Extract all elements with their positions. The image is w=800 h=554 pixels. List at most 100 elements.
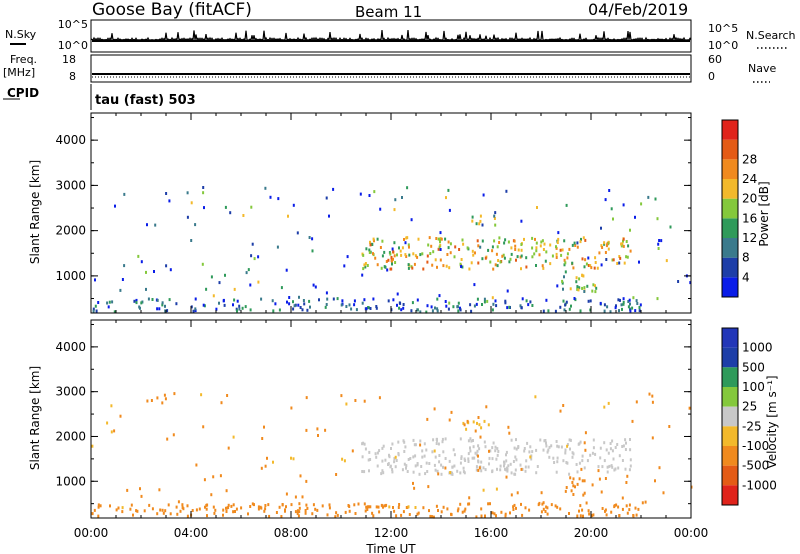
heatmap-cell <box>161 301 164 305</box>
heatmap-cell <box>609 442 612 445</box>
heatmap-cell <box>586 459 589 463</box>
heatmap-cell <box>398 306 401 310</box>
heatmap-cell <box>540 240 543 244</box>
heatmap-cell <box>523 447 526 450</box>
heatmap-cell <box>168 199 171 203</box>
heatmap-cell <box>412 470 415 474</box>
heatmap-cell <box>117 506 120 510</box>
heatmap-cell <box>474 429 477 433</box>
colorbar-segment <box>722 465 738 486</box>
heatmap-cell <box>544 259 547 263</box>
heatmap-cell <box>603 441 606 445</box>
heatmap-cell <box>483 300 486 304</box>
heatmap-cell <box>604 508 607 512</box>
heatmap-cell <box>629 448 632 452</box>
heatmap-cell <box>467 439 470 443</box>
heatmap-cell <box>442 450 445 454</box>
heatmap-cell <box>301 308 304 312</box>
heatmap-cell <box>306 506 309 510</box>
heatmap-cell <box>363 470 366 474</box>
colorbar-tick-label: 12 <box>742 231 757 245</box>
heatmap-cell <box>628 468 631 472</box>
date-title: 04/Feb/2019 <box>588 0 688 19</box>
heatmap-cell <box>123 192 126 196</box>
heatmap-cell <box>555 245 557 249</box>
heatmap-cell <box>491 470 494 474</box>
heatmap-cell <box>574 485 576 489</box>
heatmap-cell <box>626 255 629 259</box>
colorbar-segment <box>722 406 738 427</box>
heatmap-cell <box>481 223 484 227</box>
heatmap-cell <box>380 266 383 270</box>
heatmap-cell <box>566 252 569 256</box>
heatmap-cell <box>396 292 399 296</box>
heatmap-cell <box>425 448 428 452</box>
heatmap-cell <box>253 503 255 507</box>
heatmap-cell <box>647 195 650 199</box>
heatmap-cell <box>519 304 522 308</box>
heatmap-cell <box>421 252 424 256</box>
heatmap-cell <box>549 243 552 247</box>
heatmap-cell <box>495 304 498 308</box>
colorbar-tick-label: 20 <box>742 192 757 206</box>
heatmap-cell <box>536 465 539 468</box>
heatmap-cell <box>499 468 502 472</box>
heatmap-cell <box>407 505 410 509</box>
heatmap-cell <box>376 263 379 267</box>
heatmap-cell <box>543 242 546 246</box>
heatmap-cell <box>156 307 159 311</box>
heatmap-cell <box>517 248 520 252</box>
heatmap-cell <box>491 296 494 300</box>
heatmap-cell <box>572 493 575 496</box>
heatmap-cell <box>186 514 189 518</box>
heatmap-cell <box>447 307 450 311</box>
heatmap-cell <box>599 301 602 305</box>
heatmap-cell <box>555 256 558 259</box>
heatmap-cell <box>426 254 429 258</box>
heatmap-cell <box>480 426 483 430</box>
heatmap-cell <box>194 307 197 311</box>
heatmap-cell <box>564 451 567 455</box>
heatmap-cell <box>440 510 443 514</box>
heatmap-cell <box>581 273 584 277</box>
heatmap-cell <box>424 472 427 476</box>
heatmap-cell <box>158 488 161 492</box>
heatmap-cell <box>479 219 482 223</box>
heatmap-cell <box>136 509 139 513</box>
heatmap-cell <box>163 393 166 397</box>
heatmap-cell <box>556 241 559 244</box>
heatmap-cell <box>435 442 438 445</box>
heatmap-cell <box>236 309 238 313</box>
heatmap-cell <box>628 298 631 302</box>
heatmap-cell <box>247 268 250 272</box>
heatmap-cell <box>354 512 357 515</box>
nave-tick-top: 60 <box>708 53 722 66</box>
heatmap-cell <box>529 455 532 459</box>
heatmap-cell <box>516 255 519 259</box>
heatmap-cell <box>546 450 549 454</box>
heatmap-cell <box>473 456 476 460</box>
heatmap-cell <box>462 421 465 425</box>
heatmap-cell <box>403 440 406 444</box>
heatmap-cell <box>524 506 527 510</box>
heatmap-cell <box>436 469 439 473</box>
heatmap-cell <box>391 262 393 266</box>
heatmap-cell <box>459 306 461 310</box>
cpid-text: tau (fast) 503 <box>95 93 196 108</box>
heatmap-cell <box>688 406 691 410</box>
heatmap-cell <box>566 444 569 448</box>
heatmap-cell <box>483 419 486 423</box>
heatmap-cell <box>632 296 635 300</box>
heatmap-cell <box>569 476 572 480</box>
heatmap-cell <box>578 477 581 481</box>
heatmap-cell <box>564 489 567 493</box>
heatmap-cell <box>161 508 164 512</box>
heatmap-cell <box>607 247 610 251</box>
heatmap-cell <box>512 508 515 511</box>
heatmap-cell <box>583 479 586 483</box>
colorbar-segment <box>722 120 738 140</box>
heatmap-cell <box>368 450 371 454</box>
heatmap-cell <box>312 503 315 507</box>
velocity-axes: 1000 2000 3000 4000 <box>55 320 692 518</box>
heatmap-cell <box>604 251 607 254</box>
